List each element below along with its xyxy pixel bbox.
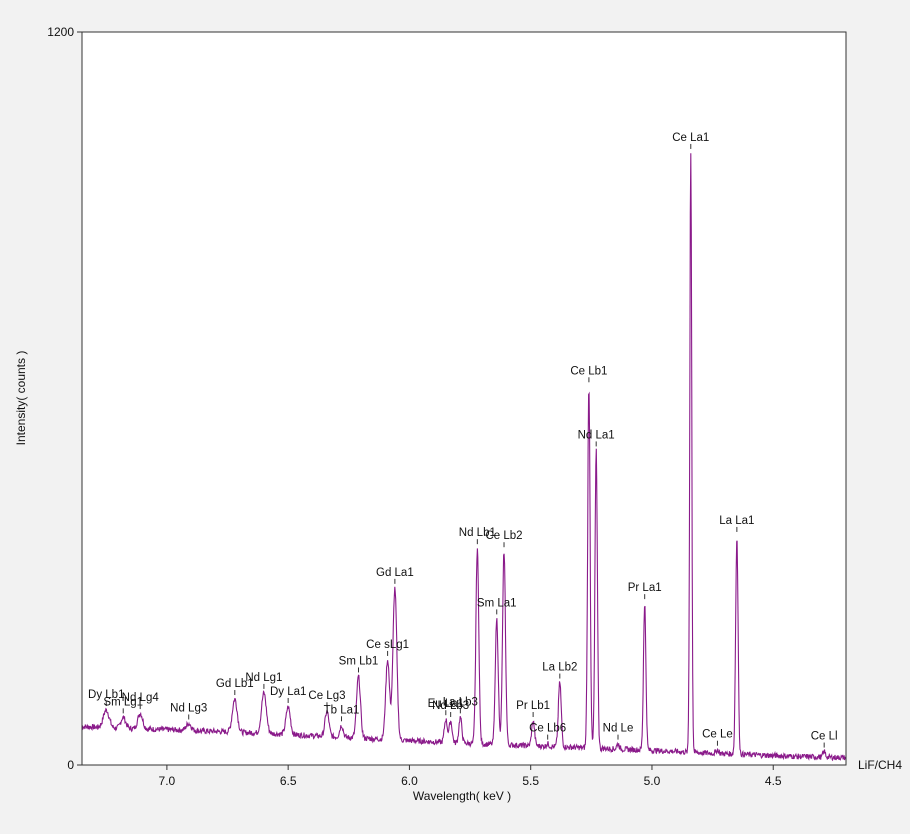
peak-label: Nd Lg4 xyxy=(122,692,160,704)
peak-label: La La1 xyxy=(719,515,754,527)
x-tick-label: 4.5 xyxy=(765,774,782,788)
crystal-label: LiF/CH4 xyxy=(858,758,902,772)
x-axis-label: Wavelength( keV ) xyxy=(413,789,511,803)
peak-label: Eu La1 xyxy=(428,698,464,710)
spectrum-series-line xyxy=(81,153,847,762)
plot-frame xyxy=(81,31,847,766)
x-tick-label: 5.5 xyxy=(522,774,539,788)
plot-area xyxy=(82,32,846,765)
peak-label: La Lb3 xyxy=(443,696,478,708)
peak-label: Nd Le xyxy=(603,723,634,735)
peak-label: Nd Lg1 xyxy=(245,672,282,684)
peak-label: Ce Lb2 xyxy=(485,530,522,542)
x-tick-label: 6.5 xyxy=(280,774,297,788)
peak-label: Sm Lg1 xyxy=(103,696,143,708)
peak-label: Dy La1 xyxy=(270,686,306,698)
peak-label: Sm La1 xyxy=(477,597,517,609)
peak-label: Sm Lb1 xyxy=(339,655,379,667)
peak-label: Ce Ll xyxy=(811,731,838,743)
peak-label: Ce Le xyxy=(702,729,733,741)
peak-label: Ce La1 xyxy=(672,132,709,144)
y-tick-label: 0 xyxy=(67,758,74,772)
peak-label: Gd Lb1 xyxy=(216,678,254,690)
peak-label: Dy Lb1 xyxy=(88,689,124,701)
peak-label: Pr Lb1 xyxy=(516,700,550,712)
x-tick-label: 5.0 xyxy=(644,774,661,788)
y-tick-label: 1200 xyxy=(47,25,74,39)
peak-label: Ce Lb6 xyxy=(529,723,566,735)
peak-label: Nd La1 xyxy=(578,429,615,441)
peak-label: La Lb2 xyxy=(542,662,577,674)
peak-label: Pr La1 xyxy=(628,582,662,594)
peak-label: Ce Lg3 xyxy=(308,690,345,702)
peak-label: Nd Lg3 xyxy=(170,702,207,714)
x-tick-label: 6.0 xyxy=(401,774,418,788)
peak-label: Ce sLg1 xyxy=(366,639,409,651)
x-tick-label: 7.0 xyxy=(159,774,176,788)
peak-label: Gd La1 xyxy=(376,567,414,579)
peak-label: Nd Lb1 xyxy=(459,527,496,539)
y-axis-label: Intensity( counts ) xyxy=(14,351,28,446)
peak-label: Tb La1 xyxy=(324,704,360,716)
peak-label: Ce Lb1 xyxy=(570,365,607,377)
